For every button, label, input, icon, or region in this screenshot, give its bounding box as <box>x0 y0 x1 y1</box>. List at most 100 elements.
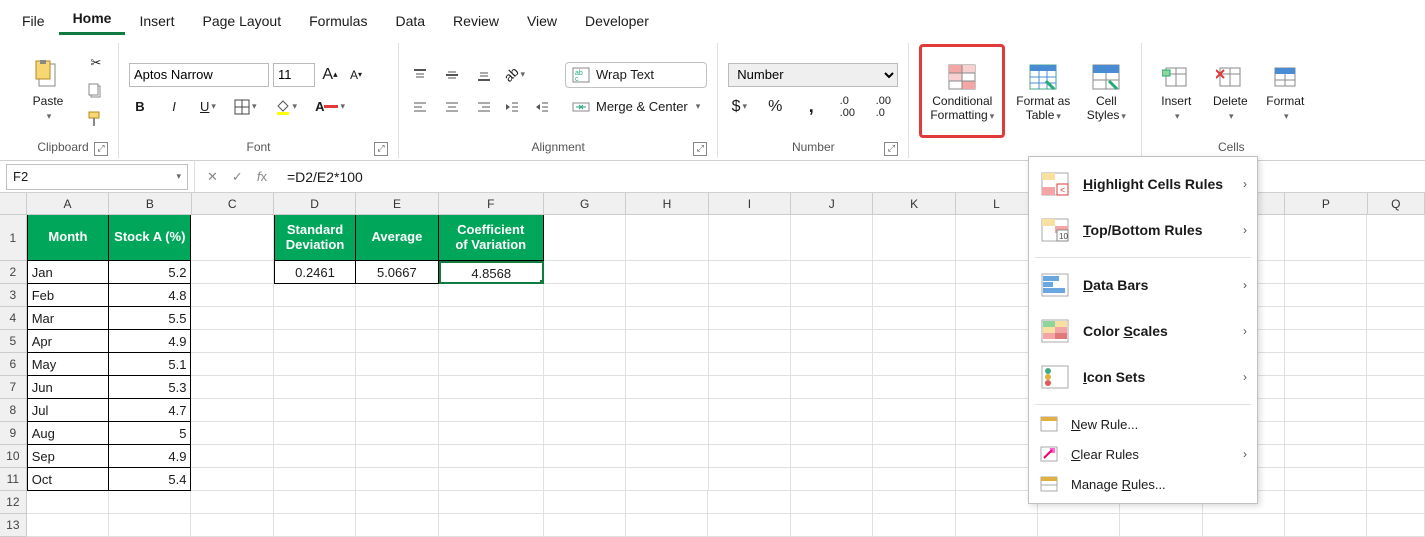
cell[interactable] <box>191 399 273 422</box>
menu-tab-insert[interactable]: Insert <box>125 7 188 35</box>
cell[interactable] <box>1367 514 1425 537</box>
cell[interactable] <box>191 215 273 261</box>
cell[interactable] <box>1285 215 1367 261</box>
cell[interactable] <box>626 422 708 445</box>
align-launcher[interactable]: ⤢ <box>693 142 707 156</box>
cell[interactable] <box>626 284 708 307</box>
cell[interactable] <box>1285 445 1367 468</box>
cell[interactable] <box>191 284 273 307</box>
cell[interactable] <box>709 399 791 422</box>
font-name-select[interactable] <box>129 63 269 87</box>
cell[interactable] <box>1120 514 1202 537</box>
cell[interactable] <box>191 422 273 445</box>
percent-button[interactable]: % <box>764 95 786 119</box>
cell[interactable] <box>274 445 356 468</box>
cell[interactable] <box>956 445 1038 468</box>
fill-color-button[interactable]: ▾ <box>272 95 301 119</box>
cell[interactable] <box>873 445 955 468</box>
cell[interactable] <box>873 215 955 261</box>
clipboard-launcher[interactable]: ⤢ <box>94 142 108 156</box>
cell[interactable] <box>873 261 955 284</box>
insert-cells-button[interactable]: Insert▾ <box>1152 48 1200 134</box>
cell[interactable] <box>1285 261 1367 284</box>
row-header[interactable]: 9 <box>0 422 27 445</box>
cell[interactable] <box>544 514 626 537</box>
row-header[interactable]: 13 <box>0 514 27 537</box>
column-header[interactable]: J <box>791 193 873 215</box>
cell[interactable] <box>439 399 544 422</box>
column-header[interactable]: D <box>274 193 356 215</box>
cell[interactable] <box>956 514 1038 537</box>
cell[interactable] <box>274 399 356 422</box>
decrease-font-button[interactable]: A▾ <box>345 63 367 87</box>
cell[interactable] <box>873 353 955 376</box>
cell[interactable]: Coefficientof Variation <box>439 215 544 261</box>
cell[interactable]: Aug <box>27 422 109 445</box>
cell[interactable] <box>791 445 873 468</box>
align-middle-button[interactable] <box>441 63 463 87</box>
cell[interactable] <box>356 330 438 353</box>
cell[interactable] <box>956 307 1038 330</box>
column-header[interactable]: P <box>1285 193 1367 215</box>
cell[interactable] <box>956 284 1038 307</box>
cell[interactable]: Apr <box>27 330 109 353</box>
cell[interactable] <box>626 468 708 491</box>
cell[interactable]: Feb <box>27 284 109 307</box>
column-header[interactable]: A <box>27 193 109 215</box>
cell[interactable] <box>1285 284 1367 307</box>
cell[interactable]: 5.1 <box>109 353 191 376</box>
cell[interactable] <box>439 307 544 330</box>
cell[interactable] <box>791 284 873 307</box>
increase-decimal-button[interactable]: .0.00 <box>836 95 858 119</box>
cell[interactable] <box>791 353 873 376</box>
cell[interactable]: 4.7 <box>109 399 191 422</box>
fill-handle[interactable] <box>539 279 544 284</box>
cell[interactable] <box>356 399 438 422</box>
cell[interactable] <box>1203 514 1285 537</box>
cell[interactable] <box>1285 330 1367 353</box>
conditional-formatting-button[interactable]: Conditional Formatting▾ <box>923 48 1001 134</box>
cell[interactable] <box>1285 353 1367 376</box>
cell[interactable]: 5.5 <box>109 307 191 330</box>
cell[interactable]: 4.9 <box>109 330 191 353</box>
align-right-button[interactable] <box>473 95 495 119</box>
cancel-formula-button[interactable]: ✕ <box>203 169 222 185</box>
cell[interactable]: 5.3 <box>109 376 191 399</box>
row-header[interactable]: 6 <box>0 353 27 376</box>
cell[interactable] <box>191 376 273 399</box>
cell[interactable] <box>356 284 438 307</box>
menu-tab-data[interactable]: Data <box>381 7 439 35</box>
row-header[interactable]: 12 <box>0 491 27 514</box>
orientation-button[interactable]: ab▾ <box>501 63 528 87</box>
column-header[interactable]: E <box>356 193 438 215</box>
cell[interactable] <box>544 284 626 307</box>
menu-tab-home[interactable]: Home <box>59 4 126 35</box>
cell[interactable]: Month <box>27 215 109 261</box>
cell[interactable]: Sep <box>27 445 109 468</box>
column-header[interactable]: I <box>709 193 791 215</box>
cell[interactable] <box>191 307 273 330</box>
paste-button[interactable]: Paste▾ <box>18 48 78 134</box>
number-format-select[interactable]: Number <box>728 63 898 87</box>
cell[interactable] <box>439 284 544 307</box>
cf-new-rule[interactable]: New Rule... <box>1029 409 1257 439</box>
menu-tab-page-layout[interactable]: Page Layout <box>188 7 295 35</box>
cell[interactable] <box>956 468 1038 491</box>
cell[interactable] <box>626 307 708 330</box>
bold-button[interactable]: B <box>129 95 151 119</box>
cell[interactable] <box>191 353 273 376</box>
cell[interactable] <box>191 445 273 468</box>
cell[interactable]: Jun <box>27 376 109 399</box>
cell[interactable] <box>274 422 356 445</box>
cell[interactable] <box>791 514 873 537</box>
cell[interactable] <box>1038 514 1120 537</box>
cell[interactable] <box>1367 215 1425 261</box>
cell[interactable] <box>356 307 438 330</box>
cell[interactable] <box>709 307 791 330</box>
cell[interactable] <box>626 330 708 353</box>
cell[interactable] <box>191 468 273 491</box>
cell[interactable] <box>1367 261 1425 284</box>
cell[interactable] <box>1367 468 1425 491</box>
row-header[interactable]: 1 <box>0 215 27 261</box>
cell[interactable] <box>1285 491 1367 514</box>
